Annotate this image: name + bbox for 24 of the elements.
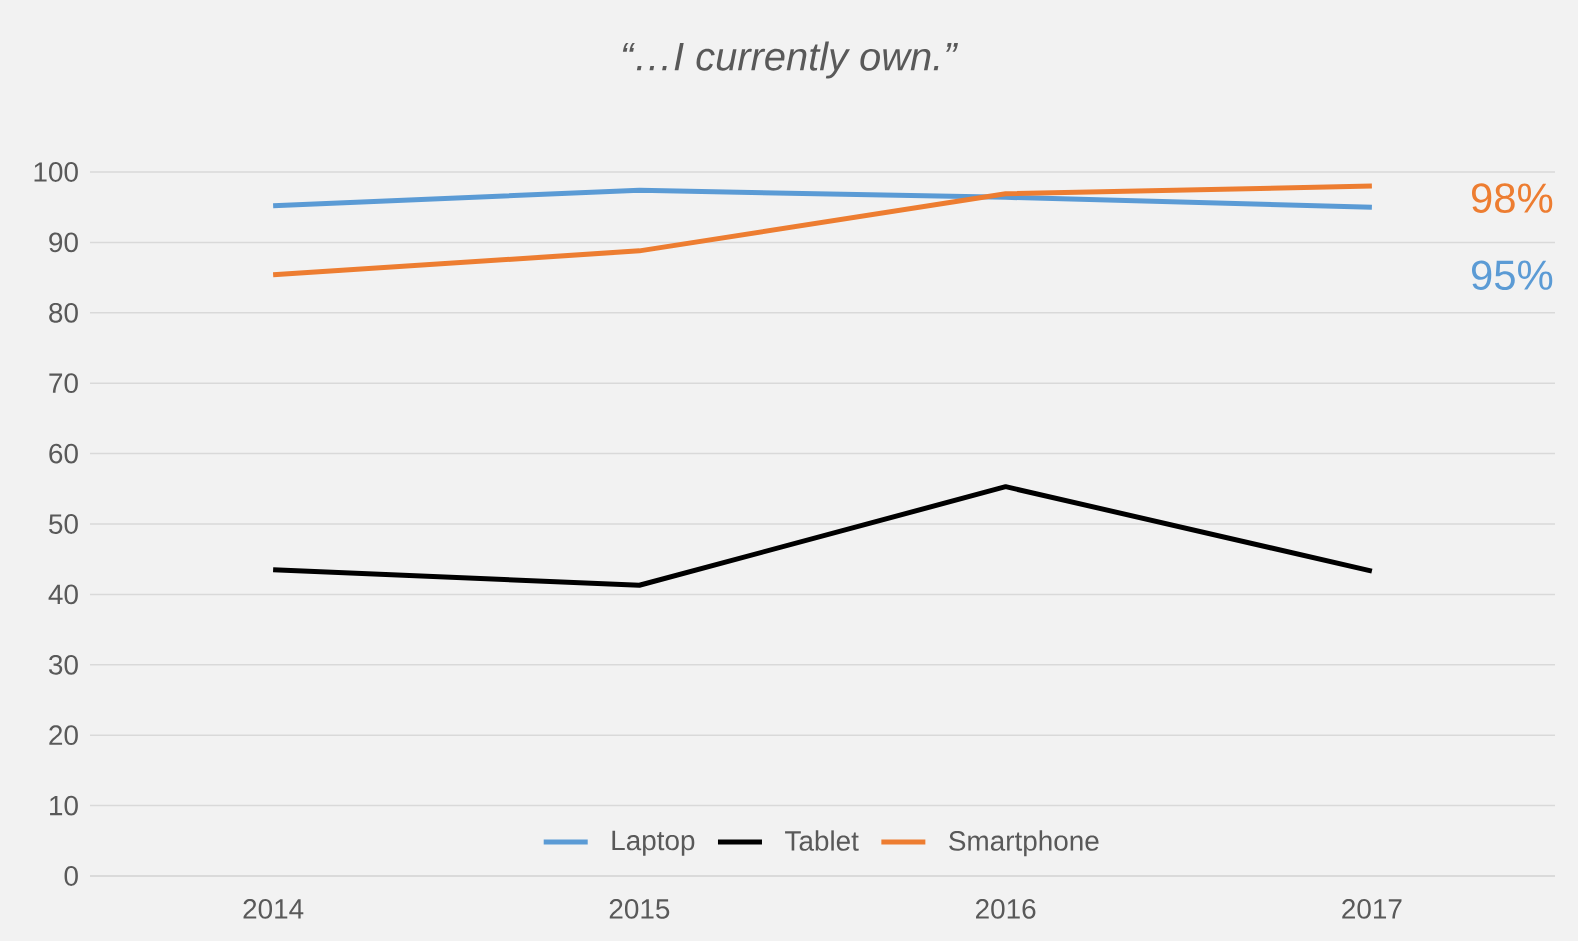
x-tick-label: 2017 — [1342, 899, 1402, 919]
annotation: 95% — [1471, 260, 1553, 290]
legend-label: Smartphone — [949, 830, 1099, 857]
line-series — [270, 183, 1375, 278]
y-tick-label: 60 — [49, 443, 78, 464]
legend-label: Tablet — [785, 830, 859, 851]
x-tick-label: 2016 — [976, 899, 1036, 919]
line-series — [270, 187, 1375, 210]
x-tick-label: 2014 — [243, 899, 304, 919]
y-tick-label: 40 — [48, 584, 78, 605]
legend-label: Laptop — [612, 830, 695, 856]
y-tick-label: 50 — [49, 514, 78, 534]
y-tick-label: 100 — [34, 162, 78, 182]
chart-title: “…I currently own.” — [622, 41, 958, 79]
annotation: 98% — [1471, 183, 1553, 213]
y-tick-label: 10 — [50, 795, 78, 816]
line-series — [270, 484, 1375, 588]
y-tick-label: 20 — [49, 725, 78, 746]
y-tick-label: 0 — [64, 866, 78, 886]
y-tick-label: 90 — [49, 232, 78, 253]
x-tick-label: 2015 — [609, 899, 670, 919]
y-tick-label: 80 — [49, 302, 78, 323]
y-tick-label: 30 — [48, 654, 78, 675]
y-tick-label: 70 — [49, 373, 78, 394]
